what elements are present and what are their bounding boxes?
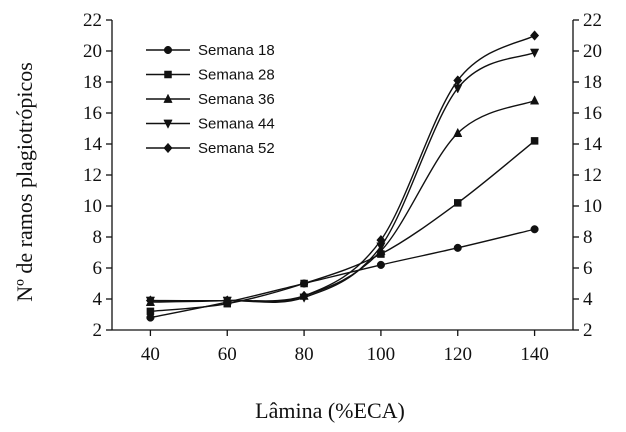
data-point	[453, 75, 463, 86]
chart-series	[145, 30, 540, 322]
x-axis-title: Lâmina (%ECA)	[255, 398, 405, 423]
y-tick-label-right: 16	[583, 103, 602, 124]
data-point	[145, 295, 155, 306]
x-tick-label: 40	[141, 344, 160, 365]
y-tick-label-left: 22	[83, 10, 102, 31]
legend-label: Semana 36	[198, 91, 275, 108]
data-point	[529, 48, 540, 58]
y-tick-label-left: 4	[93, 289, 103, 310]
legend-marker	[163, 142, 173, 154]
chart-legend: Semana 18 Semana 28 Semana 36 Semana 44 Sema…	[146, 42, 275, 157]
legend-marker	[163, 45, 173, 55]
data-point	[146, 307, 155, 316]
y-axis-title: Nº de ramos plagiotrópicos	[12, 62, 37, 302]
y-tick-label-left: 18	[83, 72, 102, 93]
x-tick-label: 140	[520, 344, 549, 365]
y-tick-label-left: 20	[83, 41, 102, 62]
data-point	[300, 279, 308, 288]
legend-marker	[163, 119, 173, 129]
y-tick-label-right: 14	[583, 134, 603, 155]
y-tick-label-right: 8	[583, 227, 593, 248]
legend-marker	[164, 70, 172, 79]
data-point	[222, 295, 232, 306]
legend-marker	[163, 93, 173, 103]
x-tick-label: 60	[218, 344, 237, 365]
y-tick-label-left: 10	[83, 196, 102, 217]
y-tick-label-left: 8	[93, 227, 103, 248]
data-point	[376, 234, 386, 246]
x-tick-label: 100	[367, 344, 396, 365]
y-tick-label-left: 12	[83, 165, 102, 186]
series-line	[150, 228, 535, 319]
data-point	[453, 243, 462, 252]
y-tick-label-right: 20	[583, 41, 602, 62]
x-tick-label: 80	[295, 344, 314, 365]
legend-label: Semana 18	[198, 42, 275, 59]
y-tick-label-left: 16	[83, 103, 102, 124]
y-tick-label-left: 14	[83, 134, 103, 155]
y-tick-label-right: 10	[583, 196, 602, 217]
legend-label: Semana 44	[198, 116, 275, 133]
y-tick-label-right: 2	[583, 320, 593, 341]
y-tick-label-right: 4	[583, 289, 593, 310]
x-tick-label: 120	[444, 344, 473, 365]
data-point	[530, 225, 539, 234]
y-tick-label-left: 2	[93, 320, 103, 341]
y-tick-label-right: 22	[583, 10, 602, 31]
data-point	[530, 137, 539, 145]
legend-label: Semana 28	[198, 67, 275, 84]
data-point	[530, 30, 540, 41]
legend-label: Semana 52	[198, 140, 275, 157]
y-tick-label-right: 18	[583, 72, 602, 93]
data-point	[376, 260, 385, 269]
y-tick-label-left: 6	[93, 258, 103, 279]
data-point	[453, 127, 463, 137]
series-line	[150, 140, 536, 313]
y-tick-label-right: 6	[583, 258, 593, 279]
data-point	[454, 199, 462, 207]
series-line	[150, 51, 535, 303]
y-tick-label-right: 12	[583, 165, 602, 186]
data-point	[529, 95, 540, 105]
data-point	[299, 290, 309, 302]
chart-axes	[111, 20, 574, 331]
